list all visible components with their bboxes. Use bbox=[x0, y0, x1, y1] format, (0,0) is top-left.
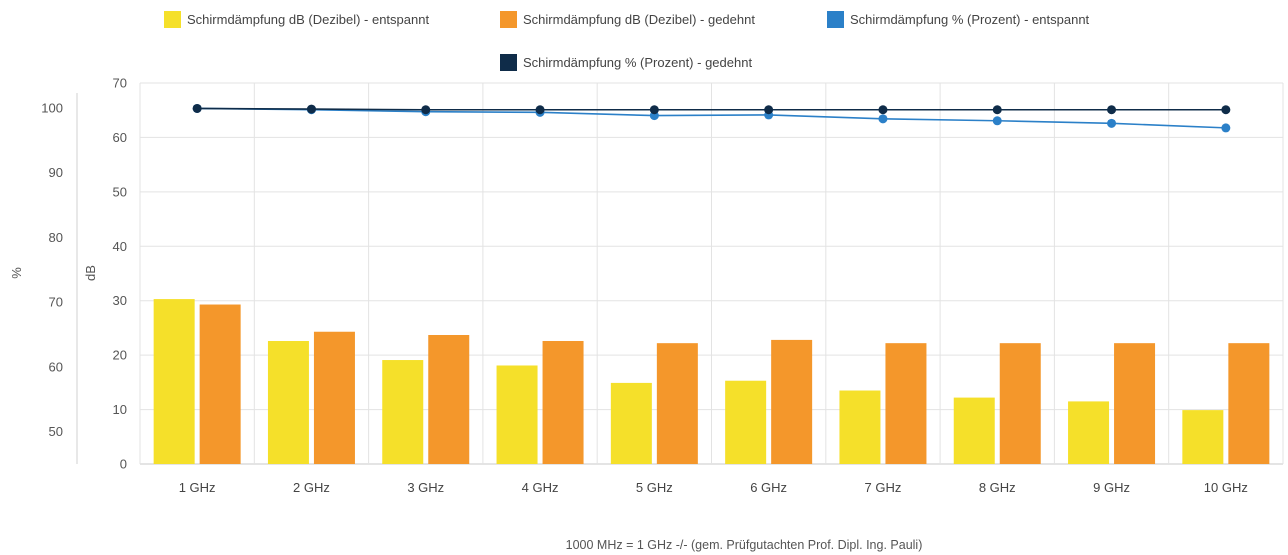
bar bbox=[656, 343, 698, 464]
bar bbox=[1182, 410, 1224, 464]
x-tick-label: 8 GHz bbox=[979, 480, 1016, 495]
legend-swatch bbox=[827, 11, 844, 28]
line-point bbox=[535, 105, 545, 115]
x-tick-label: 9 GHz bbox=[1093, 480, 1130, 495]
line-point bbox=[192, 103, 202, 113]
y-tick-db: 20 bbox=[113, 348, 127, 363]
line-point bbox=[878, 105, 888, 115]
y-tick-percent: 80 bbox=[49, 230, 63, 245]
bar bbox=[953, 397, 995, 464]
legend-swatch bbox=[500, 54, 517, 71]
legend-label: Schirmdämpfung % (Prozent) - gedehnt bbox=[523, 55, 752, 70]
bar bbox=[885, 343, 927, 464]
y-tick-percent: 100 bbox=[41, 100, 63, 115]
line-point bbox=[878, 114, 888, 124]
bar bbox=[267, 340, 309, 464]
bar bbox=[313, 331, 355, 464]
y-tick-percent: 60 bbox=[49, 359, 63, 374]
x-tick-label: 1 GHz bbox=[179, 480, 216, 495]
line-point bbox=[306, 104, 316, 114]
y-tick-db: 70 bbox=[113, 76, 127, 91]
y-axis-title-percent: % bbox=[9, 267, 24, 279]
x-tick-label: 6 GHz bbox=[750, 480, 787, 495]
series-line bbox=[197, 107, 1226, 129]
legend-label: Schirmdämpfung dB (Dezibel) - entspannt bbox=[187, 12, 429, 27]
y-tick-percent: 90 bbox=[49, 165, 63, 180]
bar bbox=[999, 343, 1041, 464]
bar bbox=[199, 304, 241, 464]
bar bbox=[382, 360, 424, 464]
x-tick-label: 7 GHz bbox=[865, 480, 902, 495]
line-point bbox=[764, 105, 774, 115]
y-tick-db: 60 bbox=[113, 130, 127, 145]
series-line bbox=[197, 107, 1226, 111]
chart-note: 1000 MHz = 1 GHz -/- (gem. Prüfgutachten… bbox=[566, 538, 923, 552]
bar bbox=[542, 340, 584, 464]
legend-label: Schirmdämpfung dB (Dezibel) - gedehnt bbox=[523, 12, 755, 27]
y-tick-percent: 50 bbox=[49, 424, 63, 439]
y-tick-db: 10 bbox=[113, 402, 127, 417]
bar bbox=[771, 339, 813, 464]
line-point bbox=[1221, 105, 1231, 115]
legend-swatch bbox=[500, 11, 517, 28]
y-tick-percent: 70 bbox=[49, 295, 63, 310]
bar bbox=[153, 299, 195, 464]
bar bbox=[1068, 401, 1110, 464]
bar bbox=[428, 335, 470, 464]
line-point bbox=[1107, 105, 1117, 115]
bar bbox=[1114, 343, 1156, 464]
x-tick-label: 4 GHz bbox=[522, 480, 559, 495]
y-tick-db: 0 bbox=[120, 457, 127, 472]
x-tick-label: 3 GHz bbox=[407, 480, 444, 495]
x-tick-label: 5 GHz bbox=[636, 480, 673, 495]
y-tick-db: 30 bbox=[113, 293, 127, 308]
y-tick-db: 50 bbox=[113, 184, 127, 199]
y-axis-title-db: dB bbox=[83, 265, 98, 281]
legend-label: Schirmdämpfung % (Prozent) - entspannt bbox=[850, 12, 1090, 27]
x-tick-label: 10 GHz bbox=[1204, 480, 1248, 495]
bar bbox=[725, 380, 767, 464]
line-point bbox=[992, 105, 1002, 115]
bar bbox=[496, 365, 538, 464]
line-point bbox=[1107, 118, 1117, 128]
x-tick-label: 2 GHz bbox=[293, 480, 330, 495]
line-point bbox=[992, 116, 1002, 126]
y-tick-db: 40 bbox=[113, 239, 127, 254]
bar bbox=[610, 382, 652, 464]
legend-swatch bbox=[164, 11, 181, 28]
bar bbox=[839, 390, 881, 464]
line-point bbox=[1221, 123, 1231, 133]
bar bbox=[1228, 343, 1270, 464]
line-point bbox=[421, 105, 431, 115]
line-point bbox=[649, 105, 659, 115]
